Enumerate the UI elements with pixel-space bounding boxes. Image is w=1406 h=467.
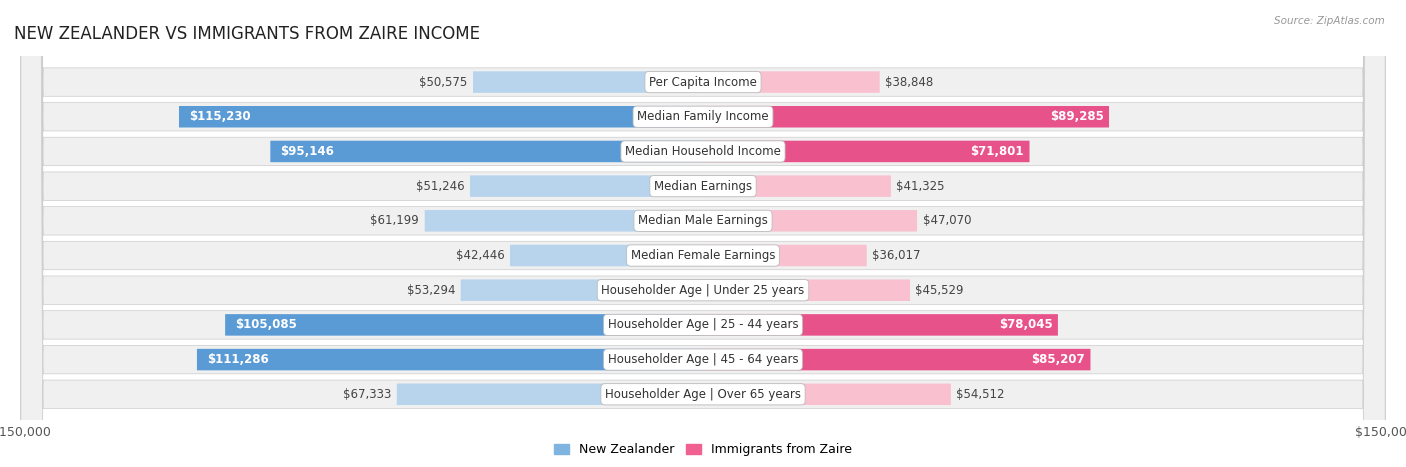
- Text: $47,070: $47,070: [922, 214, 972, 227]
- FancyBboxPatch shape: [21, 0, 1385, 467]
- Text: $42,446: $42,446: [456, 249, 505, 262]
- FancyBboxPatch shape: [703, 176, 891, 197]
- FancyBboxPatch shape: [703, 141, 1029, 162]
- FancyBboxPatch shape: [21, 0, 1385, 467]
- FancyBboxPatch shape: [197, 349, 703, 370]
- Text: Source: ZipAtlas.com: Source: ZipAtlas.com: [1274, 16, 1385, 26]
- Text: $51,246: $51,246: [416, 180, 464, 192]
- FancyBboxPatch shape: [703, 71, 880, 93]
- FancyBboxPatch shape: [21, 0, 1385, 467]
- FancyBboxPatch shape: [472, 71, 703, 93]
- FancyBboxPatch shape: [703, 210, 917, 232]
- FancyBboxPatch shape: [703, 279, 910, 301]
- Text: Median Family Income: Median Family Income: [637, 110, 769, 123]
- Text: $115,230: $115,230: [190, 110, 250, 123]
- Text: $111,286: $111,286: [207, 353, 269, 366]
- FancyBboxPatch shape: [703, 245, 866, 266]
- FancyBboxPatch shape: [703, 314, 1057, 336]
- Text: $89,285: $89,285: [1050, 110, 1104, 123]
- FancyBboxPatch shape: [225, 314, 703, 336]
- Text: $67,333: $67,333: [343, 388, 391, 401]
- Legend: New Zealander, Immigrants from Zaire: New Zealander, Immigrants from Zaire: [548, 439, 858, 461]
- Text: $41,325: $41,325: [897, 180, 945, 192]
- Text: Per Capita Income: Per Capita Income: [650, 76, 756, 89]
- Text: $105,085: $105,085: [235, 318, 297, 332]
- FancyBboxPatch shape: [510, 245, 703, 266]
- FancyBboxPatch shape: [470, 176, 703, 197]
- FancyBboxPatch shape: [425, 210, 703, 232]
- Text: $85,207: $85,207: [1032, 353, 1085, 366]
- FancyBboxPatch shape: [179, 106, 703, 127]
- Text: Householder Age | 45 - 64 years: Householder Age | 45 - 64 years: [607, 353, 799, 366]
- Text: $50,575: $50,575: [419, 76, 468, 89]
- FancyBboxPatch shape: [21, 0, 1385, 467]
- Text: $38,848: $38,848: [886, 76, 934, 89]
- FancyBboxPatch shape: [396, 383, 703, 405]
- FancyBboxPatch shape: [21, 0, 1385, 467]
- Text: Householder Age | Over 65 years: Householder Age | Over 65 years: [605, 388, 801, 401]
- FancyBboxPatch shape: [270, 141, 703, 162]
- Text: Median Earnings: Median Earnings: [654, 180, 752, 192]
- FancyBboxPatch shape: [461, 279, 703, 301]
- FancyBboxPatch shape: [703, 383, 950, 405]
- FancyBboxPatch shape: [21, 0, 1385, 467]
- Text: Householder Age | Under 25 years: Householder Age | Under 25 years: [602, 284, 804, 297]
- FancyBboxPatch shape: [703, 106, 1109, 127]
- Text: Median Female Earnings: Median Female Earnings: [631, 249, 775, 262]
- Text: $36,017: $36,017: [872, 249, 921, 262]
- Text: $54,512: $54,512: [956, 388, 1005, 401]
- FancyBboxPatch shape: [21, 0, 1385, 467]
- Text: Householder Age | 25 - 44 years: Householder Age | 25 - 44 years: [607, 318, 799, 332]
- Text: $45,529: $45,529: [915, 284, 965, 297]
- Text: NEW ZEALANDER VS IMMIGRANTS FROM ZAIRE INCOME: NEW ZEALANDER VS IMMIGRANTS FROM ZAIRE I…: [14, 25, 479, 43]
- FancyBboxPatch shape: [21, 0, 1385, 467]
- Text: Median Male Earnings: Median Male Earnings: [638, 214, 768, 227]
- Text: $71,801: $71,801: [970, 145, 1024, 158]
- FancyBboxPatch shape: [703, 349, 1091, 370]
- Text: $61,199: $61,199: [371, 214, 419, 227]
- FancyBboxPatch shape: [21, 0, 1385, 467]
- Text: $78,045: $78,045: [998, 318, 1053, 332]
- Text: $53,294: $53,294: [406, 284, 456, 297]
- FancyBboxPatch shape: [21, 0, 1385, 467]
- Text: Median Household Income: Median Household Income: [626, 145, 780, 158]
- Text: $95,146: $95,146: [281, 145, 335, 158]
